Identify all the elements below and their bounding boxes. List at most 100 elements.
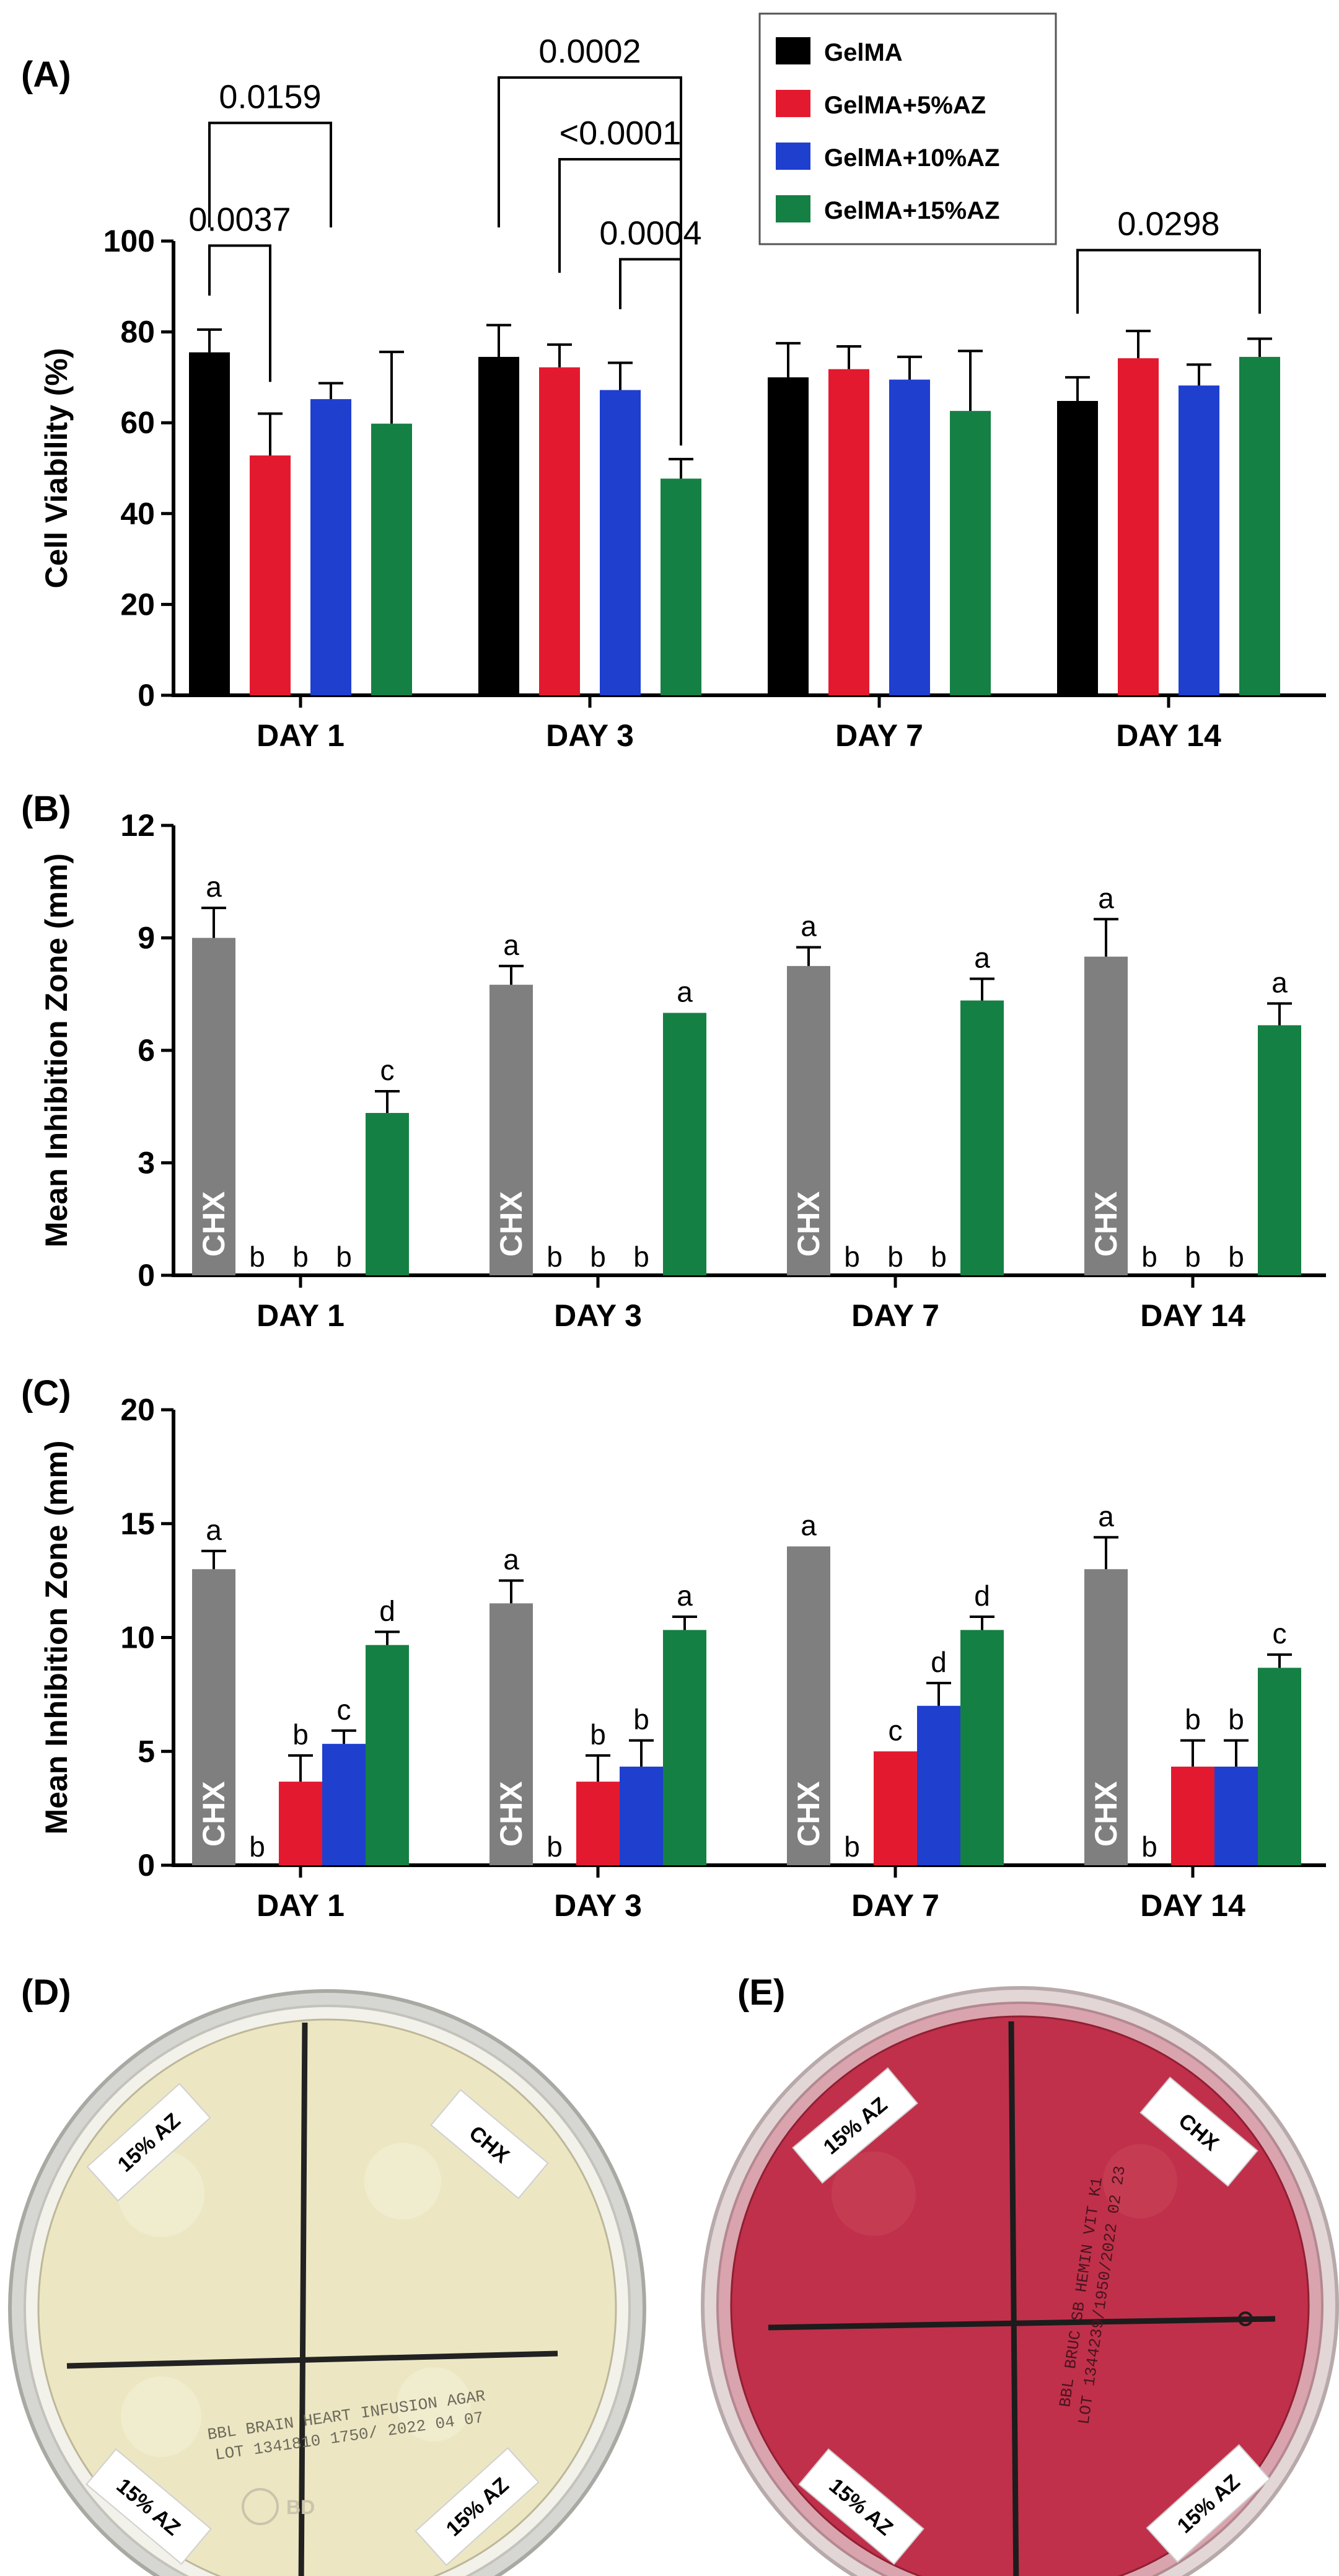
y-tick-label: 6 [138,1033,155,1068]
bar-chx [490,985,533,1275]
legend-label-gelma-10az: GelMA+10%AZ [824,144,999,172]
significance-bracket [558,158,682,273]
panel-letter-c: (C) [21,1373,71,1413]
chx-bar-label: CHX [1089,1191,1123,1257]
bd-logo-icon [242,2488,279,2525]
legend: GelMA GelMA+5%AZ GelMA+10%AZ GelMA+15%AZ [758,12,1057,245]
bar-gelma-15-az [661,478,701,695]
y-tick-label: 80 [120,315,155,349]
bar-gelma-10-az [1179,385,1219,695]
significance-letter: a [801,910,817,943]
bar-gelma-15-az [366,1645,409,1865]
x-category-label: DAY 3 [546,718,634,753]
bar-chx [1084,956,1128,1275]
petri-dish-e: 15% AZ CHX 15% AZ 15% AZ BBL BRUC SB HEM… [701,1986,1339,2576]
x-category-label: DAY 3 [554,1888,642,1923]
significance-letter: b [547,1831,563,1863]
y-tick-label: 20 [120,1392,155,1427]
significance-letter: c [337,1694,351,1726]
quadrant-label-card [792,2067,918,2184]
significance-letter: b [249,1831,265,1863]
x-category-label: DAY 14 [1116,718,1221,753]
bar-gelma-10-az [600,390,641,695]
inhibition-zone [397,2367,471,2442]
chx-bar-label: CHX [196,1781,231,1847]
panel-letter-b: (B) [21,789,71,829]
legend-swatch-gelma [776,37,810,64]
significance-letter: b [844,1831,860,1863]
legend-label-gelma-15az: GelMA+15%AZ [824,197,999,224]
y-tick-label: 100 [103,224,155,258]
bar-gelma-15-az [663,1013,706,1275]
chx-bar-label: CHX [494,1781,529,1847]
legend-label-gelma: GelMA [824,39,903,66]
y-tick-label: 0 [138,1848,155,1883]
y-tick-label: 60 [120,405,155,440]
y-tick-label: 3 [138,1146,155,1180]
quadrant-label-card [86,2448,212,2565]
bar-gelma-5-az [279,1782,322,1865]
inhibition-zone [121,2376,201,2457]
p-value-label: 0.0159 [219,78,321,115]
bar-gelma-10-az [889,379,930,695]
significance-letter: d [379,1594,395,1627]
significance-letter: b [1141,1241,1157,1273]
x-category-label: DAY 3 [554,1298,642,1333]
significance-letter: a [1098,1500,1114,1532]
x-category-label: DAY 7 [835,718,923,753]
quadrant-label-card [798,2448,924,2565]
bar-gelma-5-az [828,369,869,695]
chx-bar-label: CHX [791,1781,826,1847]
significance-letter: b [633,1241,649,1273]
quadrant-label-card [415,2447,540,2566]
inhibition-zone-chart-b: 0 3 6 9 12 Mean Inhibition Zone (mm) DAY 1 DAY … [39,808,1326,1333]
y-tick-label: 0 [138,678,155,713]
quadrant-divider [768,2316,1276,2331]
significance-letter: b [633,1703,649,1736]
bar-gelma-10-az [620,1766,663,1865]
y-tick-label: 10 [120,1620,155,1655]
quadrant-label-card [1146,2444,1271,2563]
x-category-label: DAY 14 [1140,1888,1245,1923]
significance-letter: b [590,1718,606,1751]
inhibition-zone [1103,2144,1177,2218]
quadrant-divider [1008,2021,1019,2576]
quadrant-divider [66,2350,558,2369]
bar-gelma-15-az [663,1630,706,1865]
bar-chx [787,965,830,1275]
bar-gelma-5-az [576,1782,620,1865]
bd-logo-text: BD [286,2496,315,2518]
chx-bar-label: CHX [494,1191,529,1257]
y-tick-label: 15 [120,1506,155,1541]
bar-gelma-10-az [310,399,351,695]
significance-bracket [208,121,332,228]
significance-bracket [619,258,682,446]
bar-gelma-10-az [322,1744,366,1865]
significance-letter: b [336,1241,352,1273]
bar-gelma [768,377,809,695]
legend-swatch-gelma-5az [776,90,810,117]
inhibition-zone [364,2143,441,2220]
significance-letter: b [547,1241,563,1273]
significance-letter: a [974,941,990,974]
legend-swatch-gelma-10az [776,143,810,170]
y-tick-label: 40 [120,496,155,531]
significance-letter: a [1271,966,1288,998]
x-category-label: DAY 1 [257,718,345,753]
significance-letter: a [1098,882,1114,914]
bar-gelma-15-az [1258,1668,1301,1865]
y-tick-label: 5 [138,1734,155,1769]
significance-letter: c [380,1054,395,1086]
inhibition-zone-chart-c: 0 5 10 15 20 Mean Inhibition Zone (mm) DAY 1 DA… [39,1392,1326,1923]
significance-letter: b [931,1241,947,1273]
cell-viability-chart: 0 20 40 60 80 100 Cell Viability (%) DAY 1 DAY 3… [39,33,1326,753]
y-tick-label: 0 [138,1258,155,1293]
bar-chx [787,1546,830,1865]
significance-bracket [498,76,682,228]
bar-gelma-15-az [950,411,991,695]
x-category-label: DAY 1 [257,1888,345,1923]
quadrant-label-card [430,2089,549,2199]
significance-letter: b [1185,1241,1201,1273]
y-axis-title: Mean Inhibition Zone (mm) [39,1440,74,1834]
significance-letter: a [801,1510,817,1542]
